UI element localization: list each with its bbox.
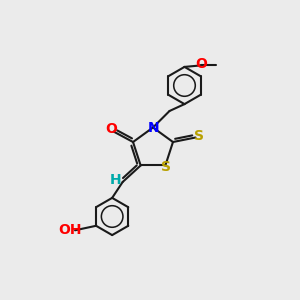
Text: N: N xyxy=(148,121,159,135)
Text: OH: OH xyxy=(58,223,81,237)
Text: O: O xyxy=(105,122,117,136)
Text: S: S xyxy=(194,129,204,143)
Text: S: S xyxy=(161,160,171,174)
Text: H: H xyxy=(109,173,121,188)
Text: O: O xyxy=(195,57,207,71)
